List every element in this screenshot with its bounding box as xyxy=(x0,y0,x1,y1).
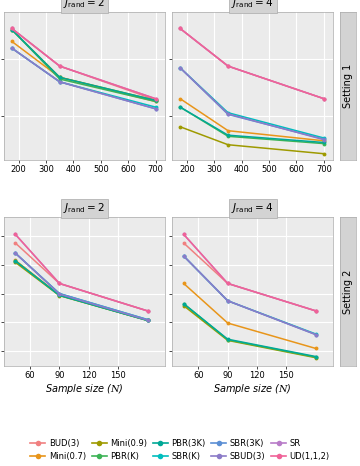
Title: $J_\mathrm{rand} = 4$: $J_\mathrm{rand} = 4$ xyxy=(231,201,274,215)
Text: Setting 1: Setting 1 xyxy=(343,64,353,108)
X-axis label: Sample size ($N$): Sample size ($N$) xyxy=(213,383,292,397)
Title: $J_\mathrm{rand} = 2$: $J_\mathrm{rand} = 2$ xyxy=(63,201,105,215)
Title: $J_\mathrm{rand} = 2$: $J_\mathrm{rand} = 2$ xyxy=(63,0,105,10)
Text: Setting 2: Setting 2 xyxy=(343,269,353,314)
Legend: BUD(3), Mini(0.7), Mini(0.9), PBR(K), PBR(3K), SBR(K), SBR(3K), SBUD(3), SR, UD(: BUD(3), Mini(0.7), Mini(0.9), PBR(K), PB… xyxy=(30,438,330,462)
Title: $J_\mathrm{rand} = 4$: $J_\mathrm{rand} = 4$ xyxy=(231,0,274,10)
X-axis label: Sample size ($N$): Sample size ($N$) xyxy=(45,383,124,397)
